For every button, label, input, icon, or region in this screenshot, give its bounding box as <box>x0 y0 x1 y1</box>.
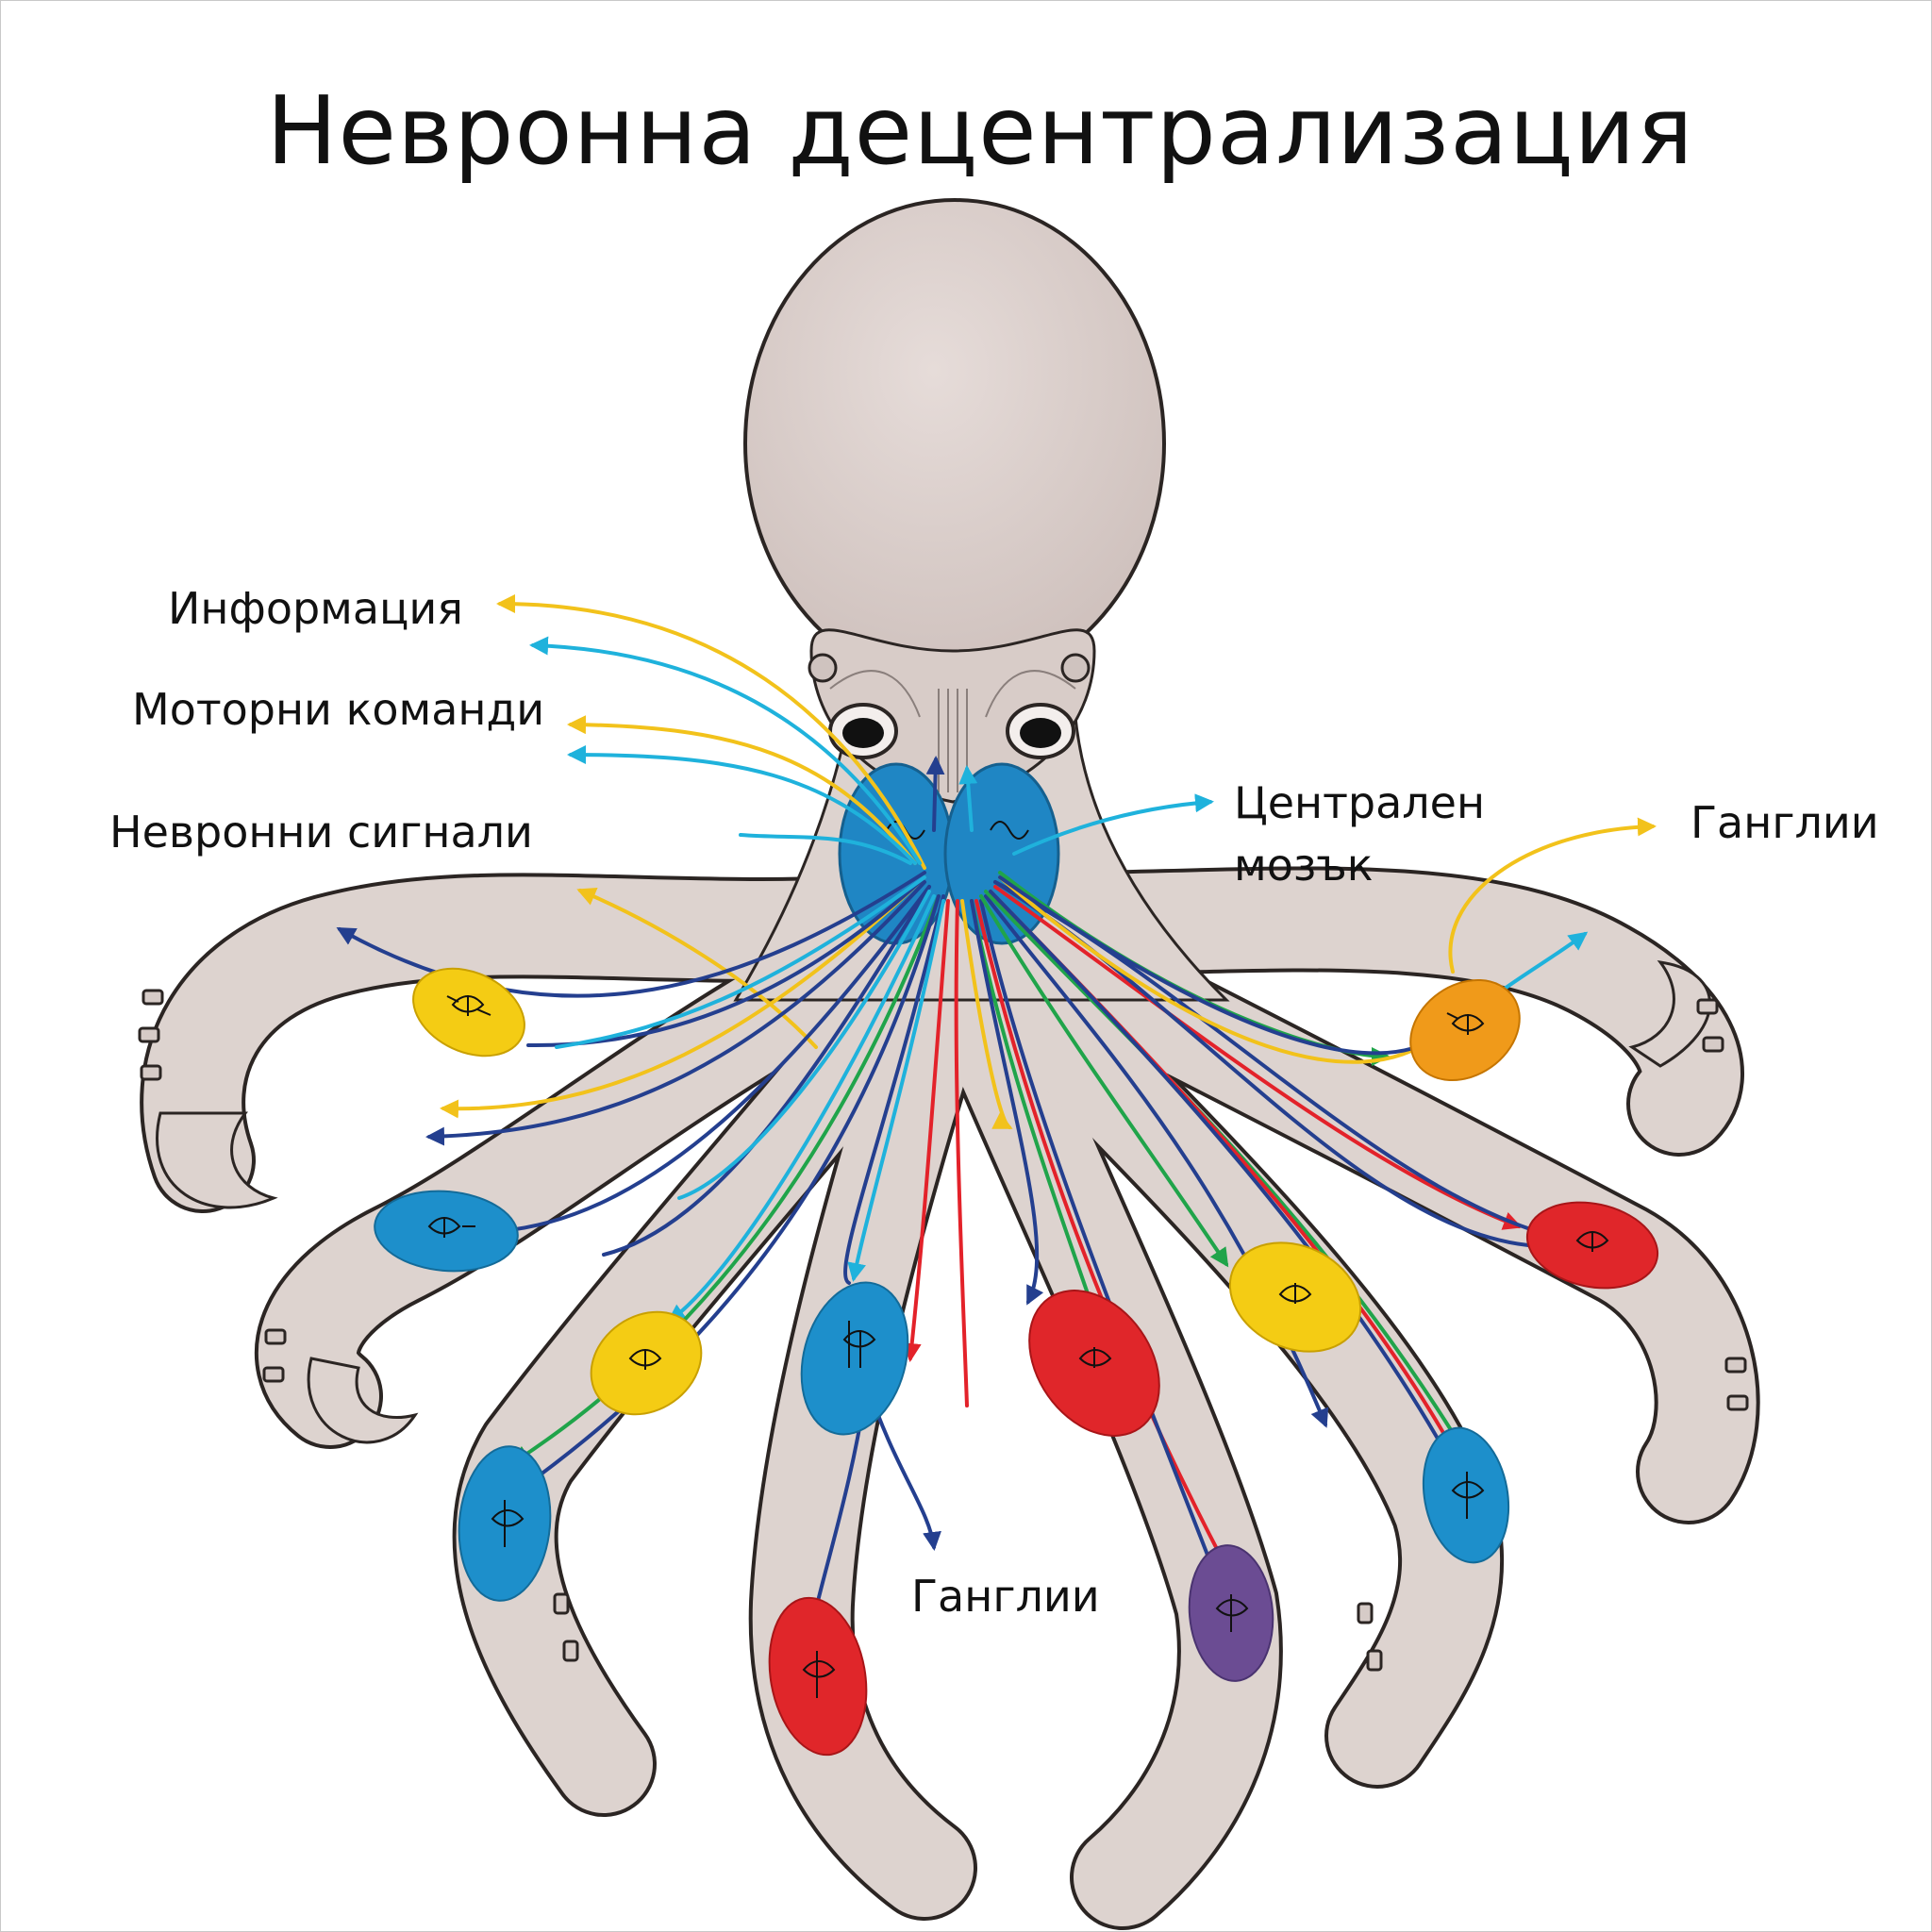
label-motor-commands: Моторни команди <box>132 684 545 735</box>
face-ridges <box>829 670 1076 792</box>
left-eye <box>808 653 898 759</box>
label-neural-signals: Невронни сигнали <box>109 807 533 858</box>
octopus-mantle <box>743 198 1166 689</box>
neuron-glyphs <box>427 995 1609 1698</box>
octopus-arms <box>138 866 1760 1930</box>
label-central-brain-line1: Централен <box>1234 777 1486 828</box>
label-central-brain-line2: мозък <box>1234 840 1374 891</box>
label-ganglia-bottom: Ганглии <box>911 1571 1100 1622</box>
label-central-brain: Централен мозък <box>1234 772 1485 896</box>
diagram-title: Невронна децентрализация <box>266 75 1694 186</box>
label-ganglia-right: Ганглии <box>1690 797 1879 848</box>
label-information: Информация <box>168 583 463 634</box>
right-eye <box>1006 653 1091 759</box>
ganglion-center <box>800 1281 909 1436</box>
ganglion-left-middle <box>374 1190 519 1273</box>
signal-lines <box>336 594 1657 1664</box>
